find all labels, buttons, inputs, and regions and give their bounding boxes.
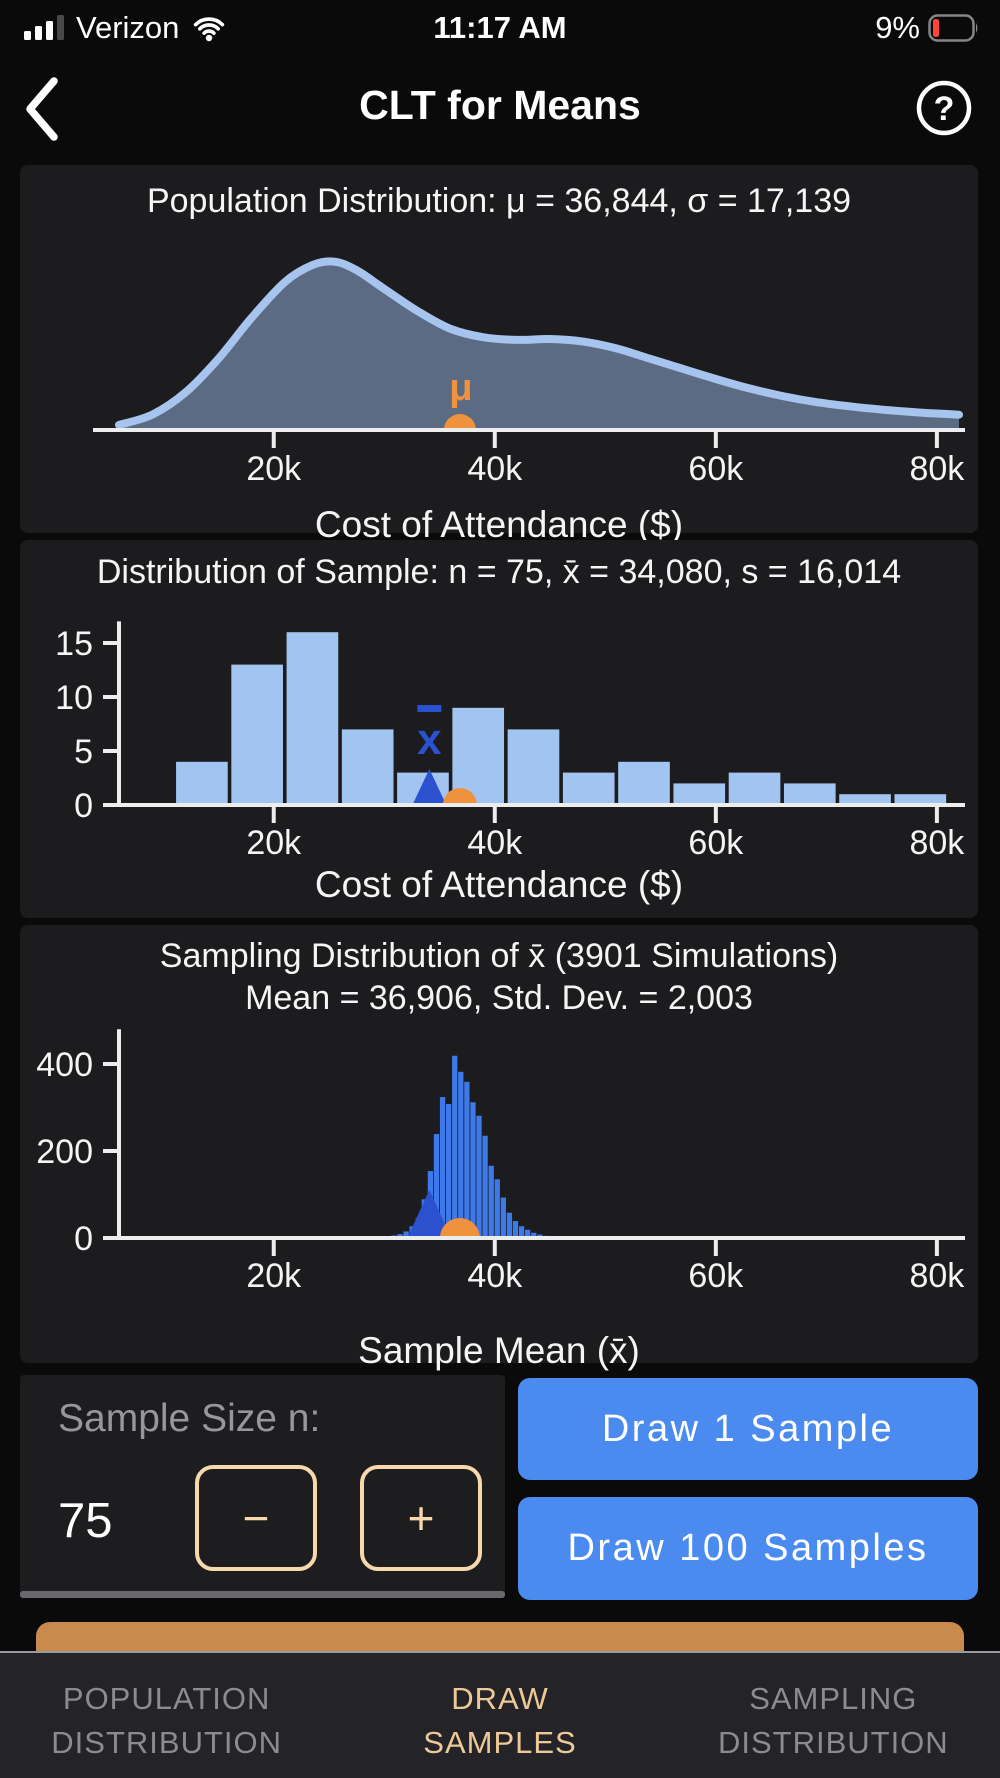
peeking-action-bar[interactable]	[36, 1622, 964, 1651]
sample-distribution-card: Distribution of Sample: n = 75, x̄ = 34,…	[20, 540, 978, 918]
sampling-chart-subtitle: Mean = 36,906, Std. Dev. = 2,003	[245, 979, 753, 1017]
svg-text:5: 5	[74, 733, 93, 771]
population-distribution-card: Population Distribution: μ = 36,844, σ =…	[20, 165, 978, 545]
sample-size-value: 75	[58, 1494, 113, 1548]
mu-marker-label: μ	[449, 367, 472, 409]
svg-text:0: 0	[74, 1220, 93, 1258]
decrement-sample-size-button[interactable]: −	[195, 1465, 317, 1571]
svg-text:400: 400	[36, 1046, 93, 1084]
draw-1-sample-button[interactable]: Draw 1 Sample	[518, 1378, 978, 1480]
cell-signal-icon	[24, 15, 64, 40]
wifi-icon	[194, 17, 225, 42]
svg-text:10: 10	[55, 679, 93, 717]
battery-icon	[928, 14, 978, 42]
sample-x-axis-label: Cost of Attendance ($)	[314, 864, 684, 905]
nav-bar: CLT for Means ?	[0, 52, 1000, 160]
svg-text:60k: 60k	[688, 450, 744, 488]
svg-text:80k: 80k	[909, 450, 965, 488]
xbar-marker-label: x	[417, 715, 442, 764]
svg-text:20k: 20k	[246, 1257, 302, 1295]
sample-chart-plot: 20k 40k 60k 80k 0 5 10 15 x	[29, 621, 969, 860]
sample-chart-title: Distribution of Sample: n = 75, x̄ = 34,…	[96, 553, 902, 591]
population-x-axis-label: Cost of Attendance ($)	[314, 504, 684, 545]
svg-text:80k: 80k	[909, 1257, 965, 1295]
bottom-tab-bar: POPULATION DISTRIBUTION DRAW SAMPLES SAM…	[0, 1651, 1000, 1778]
back-button[interactable]	[22, 76, 62, 142]
sampling-distribution-card: Sampling Distribution of x̄ (3901 Simula…	[20, 925, 978, 1371]
sample-size-panel: Sample Size n: 75 − +	[20, 1375, 505, 1598]
draw-100-samples-button[interactable]: Draw 100 Samples	[518, 1497, 978, 1600]
svg-text:20k: 20k	[246, 450, 302, 488]
page-title: CLT for Means	[359, 82, 641, 128]
status-bar: Verizon 11:17 AM 9%	[0, 0, 1000, 52]
status-time: 11:17 AM	[433, 10, 567, 45]
svg-text:40k: 40k	[467, 450, 523, 488]
svg-text:40k: 40k	[467, 824, 523, 860]
svg-text:20k: 20k	[246, 824, 302, 860]
tab-sampling-distribution[interactable]: SAMPLING DISTRIBUTION	[717, 1681, 949, 1760]
sampling-chart-plot: 20k 40k 60k 80k 0 200 400	[29, 1029, 969, 1326]
carrier-label: Verizon	[76, 10, 180, 45]
tab-population-distribution[interactable]: POPULATION DISTRIBUTION	[51, 1681, 283, 1760]
population-chart-title: Population Distribution: μ = 36,844, σ =…	[146, 182, 852, 220]
increment-sample-size-button[interactable]: +	[360, 1465, 482, 1571]
svg-text:40k: 40k	[467, 1257, 523, 1295]
svg-text:200: 200	[36, 1133, 93, 1171]
svg-text:60k: 60k	[688, 824, 744, 860]
svg-text:60k: 60k	[688, 1257, 744, 1295]
population-chart-plot: 20k 40k 60k 80k μ	[29, 257, 969, 500]
svg-text:0: 0	[74, 787, 93, 825]
xbar-macron	[417, 705, 442, 712]
svg-text:80k: 80k	[909, 824, 965, 860]
tab-draw-samples[interactable]: DRAW SAMPLES	[423, 1681, 577, 1760]
help-button[interactable]: ?	[914, 78, 974, 138]
battery-percent-label: 9%	[875, 10, 920, 45]
svg-text:15: 15	[55, 625, 93, 663]
sampling-chart-title: Sampling Distribution of x̄ (3901 Simula…	[159, 937, 839, 975]
panel-scroll-indicator	[20, 1591, 505, 1598]
sampling-x-axis-label: Sample Mean (x̄)	[358, 1330, 640, 1371]
sample-size-label: Sample Size n:	[58, 1397, 321, 1440]
question-mark-icon: ?	[934, 90, 955, 128]
